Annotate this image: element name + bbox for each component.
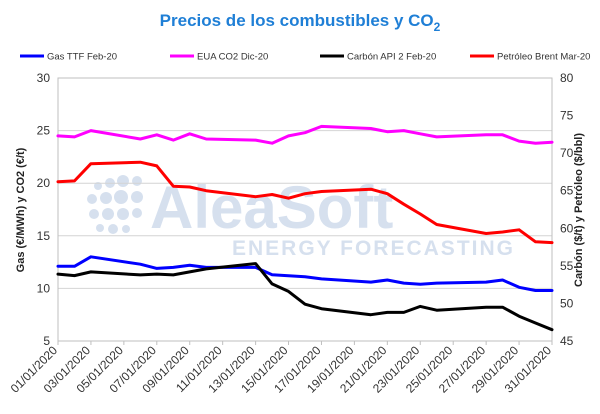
y-axis-right-label: Carbón ($/t) y Petróleo ($/bbl) [573,133,585,287]
y-right-tick-75: 75 [560,109,574,123]
watermark-tagline: ENERGY FORECASTING [232,237,515,260]
y-right-tick-45: 45 [560,334,574,348]
chart-title-subscript: 2 [434,20,441,34]
y-left-tick-25: 25 [37,124,51,138]
legend-item-1: Gas TTF Feb-20 [20,52,117,63]
y-right-tick-65: 65 [560,184,574,198]
y-right-tick-60: 60 [560,221,574,235]
legend-item-2: EUA CO2 Dic-20 [170,52,268,63]
chart-series [56,124,554,332]
y-right-tick-50: 50 [560,296,574,310]
chart-legend: Gas TTF Feb-20 EUA CO2 Dic-20 Carbón API 2… [20,52,590,63]
chart-title: Precios de los combustibles y CO2 [160,11,441,34]
plot-area-frame [57,77,553,342]
legend-label: Carbón API 2 Feb-20 [347,52,436,63]
y-left-tick-20: 20 [37,176,51,190]
legend-label: Gas TTF Feb-20 [47,52,117,63]
y-axis-left-label: Gas (€/MWh) y CO2 (€/t) [15,147,27,272]
legend-label: EUA CO2 Dic-20 [197,52,268,63]
x-axis-ticks: 01/01/202003/01/202005/01/202007/01/2020… [8,341,554,396]
y-left-tick-30: 30 [37,71,51,85]
legend-item-3: Carbón API 2 Feb-20 [320,52,436,63]
chart-title-main: Precios de los combustibles y CO [160,11,434,30]
aleasoft-watermark: AleaSoft ENERGY FORECASTING [87,174,515,260]
series-line-3 [56,262,554,332]
y-axis-left-ticks: 5 10 15 20 25 30 [37,71,51,348]
y-axis-right-ticks: 45 50 55 60 65 70 75 80 [560,71,574,348]
watermark-brand: AleaSoft [150,174,393,241]
series-line-1 [56,255,554,292]
chart-gridlines [57,77,553,342]
series-line-4 [56,160,554,245]
watermark-logo-dots-icon [87,175,143,234]
legend-item-4: Petróleo Brent Mar-20 [470,52,590,63]
y-left-tick-5: 5 [43,334,50,348]
legend-label: Petróleo Brent Mar-20 [497,52,590,63]
y-left-tick-15: 15 [37,229,51,243]
y-right-tick-70: 70 [560,146,574,160]
y-left-tick-10: 10 [37,281,51,295]
y-right-tick-55: 55 [560,259,574,273]
y-right-tick-80: 80 [560,71,574,85]
series-line-2 [56,124,554,145]
